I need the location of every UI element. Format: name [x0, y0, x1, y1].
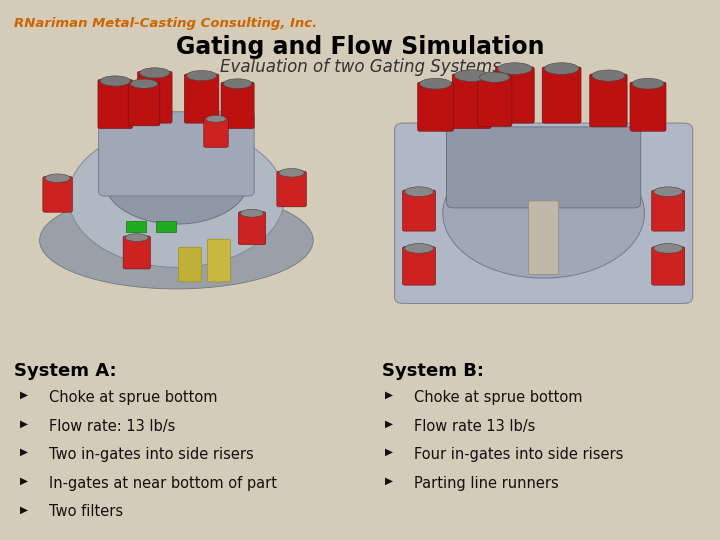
FancyBboxPatch shape	[98, 79, 132, 129]
Text: Choke at sprue bottom: Choke at sprue bottom	[414, 390, 582, 405]
Ellipse shape	[592, 70, 625, 81]
Text: ▶: ▶	[385, 390, 393, 400]
Text: ▶: ▶	[20, 476, 28, 486]
Ellipse shape	[186, 71, 217, 80]
Ellipse shape	[125, 234, 148, 241]
Ellipse shape	[405, 244, 433, 253]
FancyBboxPatch shape	[204, 117, 228, 147]
Ellipse shape	[45, 174, 70, 183]
Text: Choke at sprue bottom: Choke at sprue bottom	[49, 390, 217, 405]
Ellipse shape	[240, 210, 264, 217]
Ellipse shape	[544, 63, 579, 75]
Text: RNariman Metal-Casting Consulting, Inc.: RNariman Metal-Casting Consulting, Inc.	[14, 17, 318, 30]
Text: Flow rate: 13 lb/s: Flow rate: 13 lb/s	[49, 418, 176, 434]
FancyBboxPatch shape	[652, 190, 685, 231]
FancyBboxPatch shape	[395, 123, 693, 303]
Ellipse shape	[405, 187, 433, 197]
FancyBboxPatch shape	[277, 171, 307, 207]
Text: ▶: ▶	[385, 476, 393, 486]
Bar	[156, 221, 176, 232]
FancyBboxPatch shape	[179, 247, 202, 282]
Text: Four in-gates into side risers: Four in-gates into side risers	[414, 447, 624, 462]
Ellipse shape	[223, 79, 252, 89]
FancyBboxPatch shape	[542, 67, 581, 123]
Text: Flow rate 13 lb/s: Flow rate 13 lb/s	[414, 418, 536, 434]
Ellipse shape	[206, 116, 226, 122]
Ellipse shape	[104, 138, 248, 224]
Text: Two filters: Two filters	[49, 504, 123, 519]
FancyBboxPatch shape	[495, 67, 534, 123]
Text: Two in-gates into side risers: Two in-gates into side risers	[49, 447, 253, 462]
Ellipse shape	[140, 68, 170, 78]
Text: In-gates at near bottom of part: In-gates at near bottom of part	[49, 476, 277, 491]
Text: ▶: ▶	[385, 418, 393, 429]
FancyBboxPatch shape	[138, 71, 172, 123]
Ellipse shape	[40, 192, 313, 289]
Bar	[126, 221, 146, 232]
Text: Gating and Flow Simulation: Gating and Flow Simulation	[176, 35, 544, 59]
FancyBboxPatch shape	[99, 112, 254, 196]
Text: ▶: ▶	[20, 418, 28, 429]
FancyBboxPatch shape	[128, 82, 160, 126]
Ellipse shape	[443, 148, 644, 278]
FancyBboxPatch shape	[418, 82, 454, 131]
Text: Evaluation of two Gating Systems: Evaluation of two Gating Systems	[220, 58, 500, 76]
FancyBboxPatch shape	[452, 74, 491, 129]
Ellipse shape	[480, 72, 510, 82]
FancyBboxPatch shape	[590, 74, 627, 127]
Ellipse shape	[68, 127, 284, 267]
FancyBboxPatch shape	[207, 239, 230, 282]
Text: ▶: ▶	[20, 390, 28, 400]
FancyBboxPatch shape	[184, 74, 219, 123]
FancyBboxPatch shape	[652, 247, 685, 285]
FancyBboxPatch shape	[402, 247, 436, 285]
FancyBboxPatch shape	[221, 82, 254, 129]
Text: ▶: ▶	[385, 447, 393, 457]
FancyBboxPatch shape	[238, 212, 266, 245]
Ellipse shape	[654, 244, 683, 253]
Text: ▶: ▶	[20, 447, 28, 457]
Ellipse shape	[654, 187, 683, 197]
Ellipse shape	[420, 78, 451, 89]
FancyBboxPatch shape	[402, 190, 436, 231]
Ellipse shape	[279, 168, 305, 177]
Ellipse shape	[454, 70, 489, 82]
FancyBboxPatch shape	[528, 201, 559, 274]
Text: ▶: ▶	[20, 504, 28, 515]
Ellipse shape	[130, 79, 158, 89]
Text: System B:: System B:	[382, 362, 484, 380]
Text: System A:: System A:	[14, 362, 117, 380]
FancyBboxPatch shape	[477, 76, 512, 126]
FancyBboxPatch shape	[123, 236, 150, 269]
Text: Parting line runners: Parting line runners	[414, 476, 559, 491]
FancyBboxPatch shape	[446, 127, 641, 208]
FancyBboxPatch shape	[630, 82, 666, 131]
FancyBboxPatch shape	[42, 177, 72, 212]
Ellipse shape	[632, 78, 664, 89]
Ellipse shape	[498, 63, 532, 75]
Ellipse shape	[100, 76, 130, 86]
